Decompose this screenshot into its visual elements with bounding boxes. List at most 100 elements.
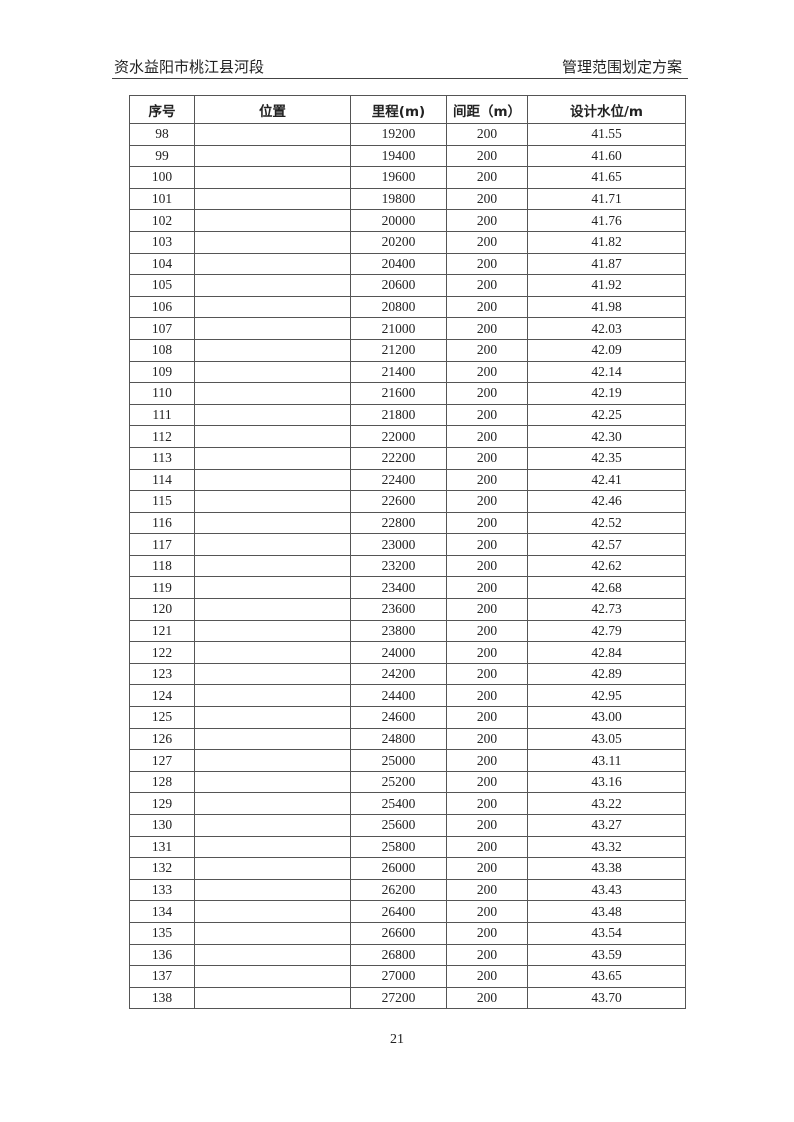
cell-mileage: 26600 xyxy=(350,921,447,945)
cell-index: 129 xyxy=(129,792,195,815)
water-level-table: 序号 位置 里程(m) 间距（m） 设计水位/m 98 19200 200 41.55… xyxy=(129,95,686,1010)
cell-location xyxy=(194,878,351,902)
cell-mileage: 25000 xyxy=(350,749,447,772)
cell-design-water-level: 41.60 xyxy=(527,144,686,168)
cell-location xyxy=(194,554,351,578)
cell-design-water-level: 42.79 xyxy=(527,619,686,643)
table-row: 117 23000 200 42.57 xyxy=(129,533,686,556)
table-row: 122 24000 200 42.84 xyxy=(129,641,686,664)
column-header-design-water-level: 设计水位/m xyxy=(527,95,686,124)
column-header-location: 位置 xyxy=(194,95,351,124)
cell-design-water-level: 42.89 xyxy=(527,662,686,686)
cell-location xyxy=(194,274,351,297)
cell-design-water-level: 42.14 xyxy=(527,360,686,384)
cell-mileage: 26400 xyxy=(350,900,447,923)
cell-spacing: 200 xyxy=(446,274,528,297)
cell-mileage: 21000 xyxy=(350,317,447,340)
cell-location xyxy=(194,857,351,880)
cell-spacing: 200 xyxy=(446,857,528,880)
cell-design-water-level: 43.22 xyxy=(527,792,686,815)
cell-mileage: 20200 xyxy=(350,230,447,254)
cell-design-water-level: 42.57 xyxy=(527,533,686,556)
cell-location xyxy=(194,598,351,621)
cell-spacing: 200 xyxy=(446,382,528,405)
table-row: 118 23200 200 42.62 xyxy=(129,554,686,578)
cell-index: 120 xyxy=(129,598,195,621)
cell-mileage: 24200 xyxy=(350,662,447,686)
cell-design-water-level: 41.55 xyxy=(527,123,686,146)
cell-location xyxy=(194,835,351,859)
cell-design-water-level: 42.19 xyxy=(527,382,686,405)
table-row: 108 21200 200 42.09 xyxy=(129,338,686,362)
cell-design-water-level: 42.84 xyxy=(527,641,686,664)
cell-mileage: 21200 xyxy=(350,338,447,362)
cell-design-water-level: 42.46 xyxy=(527,490,686,513)
cell-index: 100 xyxy=(129,166,195,189)
cell-design-water-level: 43.70 xyxy=(527,986,686,1010)
table-row: 129 25400 200 43.22 xyxy=(129,792,686,815)
cell-design-water-level: 41.98 xyxy=(527,295,686,319)
table-row: 138 27200 200 43.70 xyxy=(129,986,686,1010)
cell-mileage: 21400 xyxy=(350,360,447,384)
table-row: 116 22800 200 42.52 xyxy=(129,511,686,535)
cell-index: 138 xyxy=(129,986,195,1010)
table-row: 124 24400 200 42.95 xyxy=(129,684,686,708)
cell-index: 135 xyxy=(129,921,195,945)
cell-location xyxy=(194,490,351,513)
cell-location xyxy=(194,662,351,686)
cell-location xyxy=(194,446,351,470)
cell-spacing: 200 xyxy=(446,641,528,664)
cell-mileage: 26800 xyxy=(350,943,447,967)
cell-design-water-level: 43.54 xyxy=(527,921,686,945)
cell-mileage: 21800 xyxy=(350,403,447,427)
cell-spacing: 200 xyxy=(446,900,528,923)
cell-mileage: 20800 xyxy=(350,295,447,319)
page-number: 21 xyxy=(390,1032,404,1047)
cell-spacing: 200 xyxy=(446,425,528,448)
cell-spacing: 200 xyxy=(446,598,528,621)
cell-spacing: 200 xyxy=(446,986,528,1010)
cell-index: 134 xyxy=(129,900,195,923)
cell-design-water-level: 42.68 xyxy=(527,576,686,600)
cell-spacing: 200 xyxy=(446,835,528,859)
table-row: 100 19600 200 41.65 xyxy=(129,166,686,189)
cell-design-water-level: 42.62 xyxy=(527,554,686,578)
cell-mileage: 20000 xyxy=(350,209,447,232)
table-row: 104 20400 200 41.87 xyxy=(129,252,686,276)
cell-spacing: 200 xyxy=(446,921,528,945)
cell-location xyxy=(194,468,351,492)
cell-index: 103 xyxy=(129,230,195,254)
table-row: 98 19200 200 41.55 xyxy=(129,123,686,146)
cell-design-water-level: 42.25 xyxy=(527,403,686,427)
cell-index: 105 xyxy=(129,274,195,297)
cell-spacing: 200 xyxy=(446,317,528,340)
table-row: 126 24800 200 43.05 xyxy=(129,727,686,751)
cell-spacing: 200 xyxy=(446,468,528,492)
cell-index: 137 xyxy=(129,965,195,988)
cell-location xyxy=(194,619,351,643)
cell-index: 128 xyxy=(129,770,195,794)
cell-location xyxy=(194,144,351,168)
column-header-mileage: 里程(m) xyxy=(350,95,447,124)
cell-spacing: 200 xyxy=(446,792,528,815)
cell-index: 108 xyxy=(129,338,195,362)
cell-mileage: 27200 xyxy=(350,986,447,1010)
cell-index: 110 xyxy=(129,382,195,405)
cell-spacing: 200 xyxy=(446,144,528,168)
cell-index: 131 xyxy=(129,835,195,859)
cell-location xyxy=(194,295,351,319)
cell-design-water-level: 41.71 xyxy=(527,187,686,211)
cell-index: 123 xyxy=(129,662,195,686)
cell-index: 127 xyxy=(129,749,195,772)
cell-index: 115 xyxy=(129,490,195,513)
table-body: 98 19200 200 41.55 99 19400 200 41.60 100 19600 20… xyxy=(129,123,686,1010)
table-row: 123 24200 200 42.89 xyxy=(129,662,686,686)
cell-location xyxy=(194,814,351,837)
cell-design-water-level: 43.59 xyxy=(527,943,686,967)
cell-mileage: 22600 xyxy=(350,490,447,513)
cell-location xyxy=(194,749,351,772)
table-row: 113 22200 200 42.35 xyxy=(129,446,686,470)
cell-index: 106 xyxy=(129,295,195,319)
table-row: 130 25600 200 43.27 xyxy=(129,814,686,837)
cell-index: 118 xyxy=(129,554,195,578)
